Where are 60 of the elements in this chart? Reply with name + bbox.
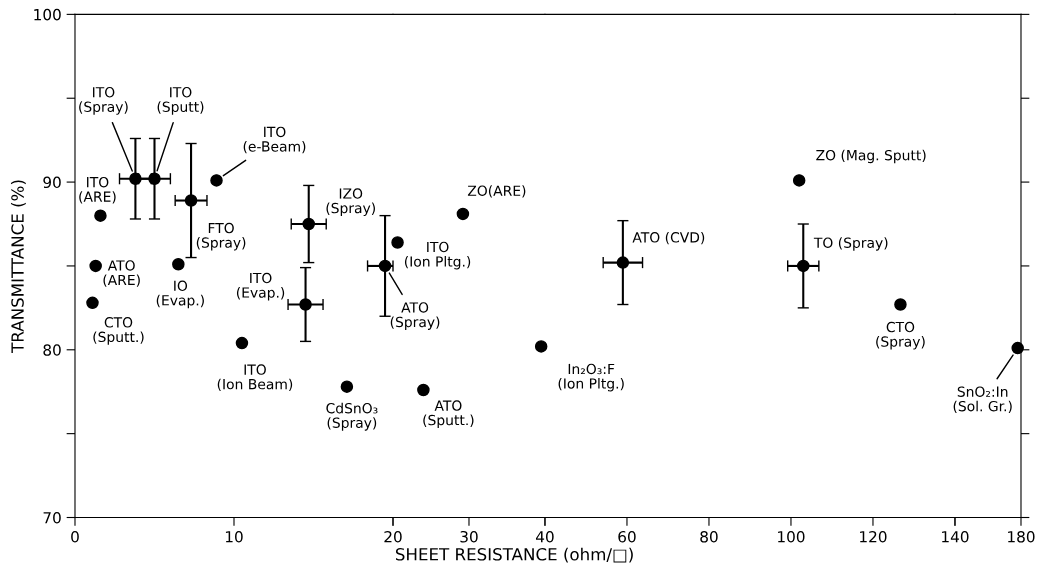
x-axis-title: SHEET RESISTANCE (ohm/□) [395, 547, 633, 563]
annotation: ITO (Sputt) [157, 87, 204, 115]
annotation: SnO₂:In (Sol. Gr.) [953, 386, 1012, 414]
x-tick-label: 100 [778, 530, 805, 543]
point [894, 298, 907, 311]
point [417, 383, 430, 397]
x-tick-label: 10 [225, 530, 243, 543]
annotation: ZO (Mag. Sputt) [816, 149, 926, 164]
annotation: ATO (ARE) [103, 260, 140, 287]
annotation: IZO (Spray) [326, 188, 375, 216]
point [299, 298, 312, 311]
x-tick-label: 0 [71, 530, 79, 543]
annotation: IO (Evap.) [156, 280, 204, 309]
point [534, 340, 548, 353]
point [210, 174, 223, 187]
annotation: FTO (Spray) [196, 222, 246, 251]
annotation: ITO (ARE) [79, 176, 116, 204]
point [235, 336, 249, 350]
x-tick-label: 20 [384, 530, 402, 543]
point [792, 174, 806, 187]
annotation: CdSnO₃ (Spray) [326, 402, 378, 431]
annotation: ATO (Spray) [390, 302, 440, 330]
x-tick-label: 80 [700, 530, 718, 543]
annotation: ITO (Ion Pltg.) [404, 241, 471, 270]
annotation: ATO (Sputt.) [423, 400, 474, 429]
annotation: ZO(ARE) [467, 185, 526, 198]
point [797, 259, 810, 273]
point [148, 172, 161, 185]
point [172, 258, 185, 271]
point [391, 236, 404, 249]
point [378, 259, 392, 273]
x-tick-label: 40 [535, 530, 554, 543]
point [129, 172, 142, 185]
x-tick-label: 120 [860, 530, 887, 543]
x-tick-label: 60 [618, 530, 636, 543]
point [86, 296, 99, 310]
point [456, 207, 470, 221]
y-axis-title: TRANSMITTANCE (%) [10, 180, 26, 353]
annotation: ITO (Ion Beam) [217, 364, 293, 391]
annotation: ATO (CVD) [632, 231, 705, 245]
y-tick-label: 70 [43, 511, 61, 524]
annotation: TO (Spray) [813, 237, 888, 251]
x-tick-label: 30 [460, 530, 478, 543]
annotation: ITO (Evap.) [236, 272, 285, 301]
x-tick-label: 180 [1008, 530, 1035, 543]
point [94, 209, 107, 222]
point [184, 194, 198, 207]
point [616, 256, 630, 269]
annotation: CTO (Spray) [876, 321, 925, 350]
x-tick-label: 140 [942, 530, 969, 543]
point [89, 259, 102, 273]
y-tick-label: 80 [43, 344, 61, 356]
point [340, 380, 354, 393]
annotation: ITO (e-Beam) [243, 126, 306, 154]
y-tick-label: 100 [34, 8, 61, 21]
y-tick-label: 90 [43, 176, 61, 189]
annotation: In₂O₃:F (Ion Pltg.) [558, 363, 624, 392]
annotation: ITO (Spray) [79, 87, 128, 115]
annotation: CTO (Sputt.) [93, 317, 144, 345]
point [302, 217, 315, 231]
